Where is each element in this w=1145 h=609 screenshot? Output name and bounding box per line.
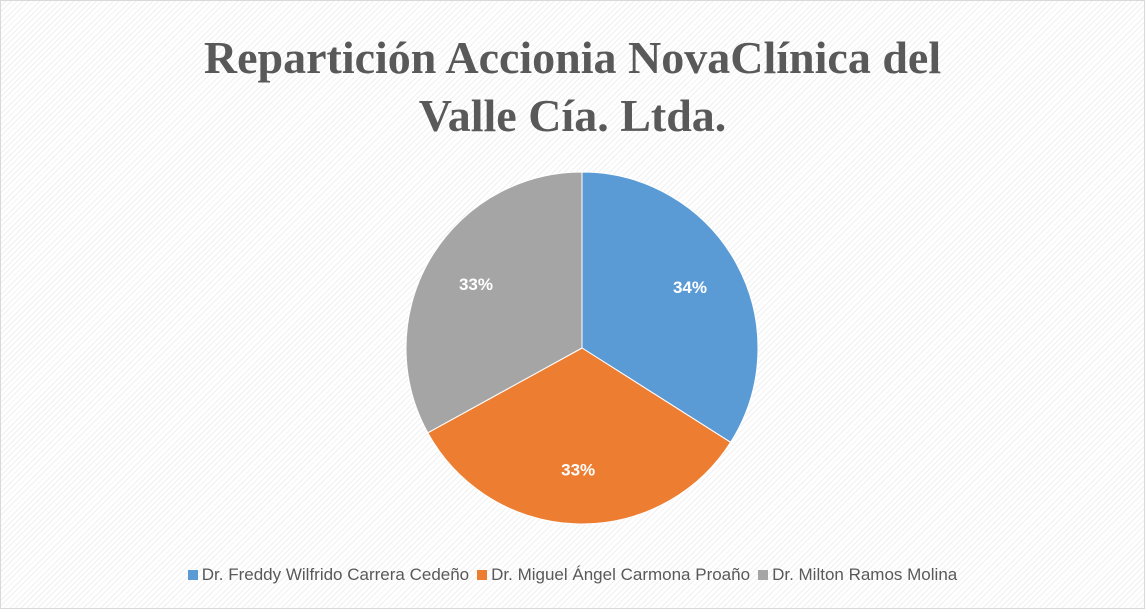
legend-swatch bbox=[187, 570, 198, 580]
legend-item: Dr. Milton Ramos Molina bbox=[758, 565, 957, 585]
data-label: 34% bbox=[673, 278, 707, 297]
pie-slice bbox=[427, 347, 732, 525]
pie-slice bbox=[581, 171, 759, 443]
legend-item: Dr. Freddy Wilfrido Carrera Cedeño bbox=[187, 565, 470, 585]
legend-swatch bbox=[758, 570, 769, 580]
legend-item: Dr. Miguel Ángel Carmona Proaño bbox=[477, 565, 750, 585]
chart-title-box: Repartición Accionia NovaClínica del Val… bbox=[1, 29, 1144, 145]
data-label: 33% bbox=[561, 461, 595, 480]
data-label: 33% bbox=[459, 275, 493, 294]
legend-label: Dr. Miguel Ángel Carmona Proaño bbox=[491, 565, 751, 584]
chart-title: Repartición Accionia NovaClínica del Val… bbox=[203, 32, 942, 141]
legend-swatch bbox=[477, 570, 488, 580]
legend-label: Dr. Freddy Wilfrido Carrera Cedeño bbox=[201, 565, 470, 584]
legend: Dr. Freddy Wilfrido Carrera Cedeño Dr. Mi… bbox=[1, 565, 1144, 585]
legend-label: Dr. Milton Ramos Molina bbox=[772, 565, 958, 584]
pie-slice bbox=[405, 171, 583, 434]
